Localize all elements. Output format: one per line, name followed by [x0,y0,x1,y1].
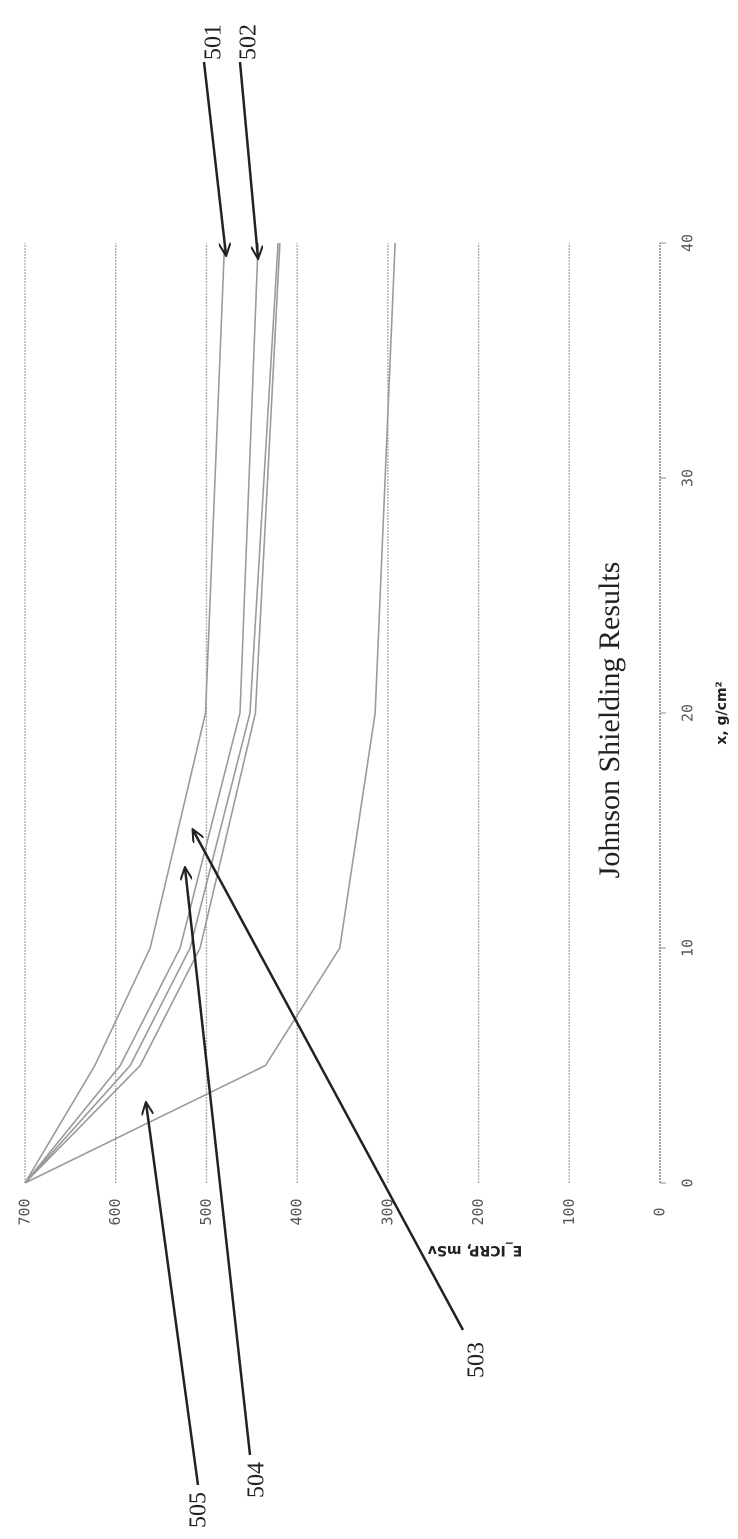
annotation-label: 504 [244,1462,270,1498]
annotation-label: 505 [186,1492,212,1528]
y-tick-label: 500 [197,1198,215,1225]
annotation-arrow [185,868,252,1456]
series-line [24,242,396,1184]
x-tick-label: 30 [679,469,697,487]
annotation-label: 502 [236,24,262,60]
series-line [24,242,259,1184]
series-line [24,242,226,1184]
y-axis-label: E_ICRP, mSv [428,1242,523,1258]
annotation-arrow [193,830,465,1331]
chart-title: Johnson Shielding Results [593,562,626,879]
annotation-arrow [146,1103,200,1486]
annotation-label: 501 [201,24,227,60]
annotation-arrow [238,61,258,258]
annotation-arrow [202,61,226,255]
series-line [24,242,279,1184]
x-tick-label: 40 [679,234,697,252]
y-tick-label: 200 [469,1198,487,1225]
y-tick-label: 600 [106,1198,124,1225]
x-tick-label: 20 [679,704,697,722]
y-tick-label: 0 [651,1207,669,1216]
y-tick-label: 400 [288,1198,306,1225]
y-tick-label: 300 [378,1198,396,1225]
series-line [24,242,281,1184]
y-tick-label: 100 [560,1198,578,1225]
annotation-label: 503 [464,1342,490,1378]
x-axis-label: x, g/cm² [714,681,730,744]
y-tick-label: 700 [16,1198,34,1225]
x-tick-label: 10 [679,939,697,957]
x-tick-label: 0 [679,1178,697,1187]
